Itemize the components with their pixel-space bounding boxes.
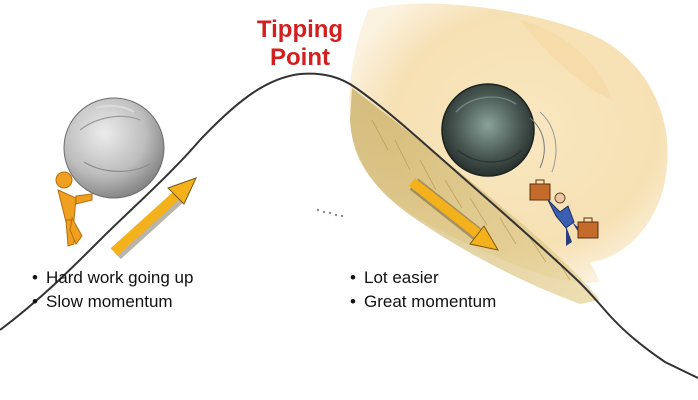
slope-hatching [371, 119, 571, 281]
uphill-bullet-list: Hard work going up Slow momentum [32, 266, 193, 314]
bullet-item: Hard work going up [32, 266, 193, 290]
hill-curve [0, 72, 698, 379]
briefcase-icon [529, 179, 551, 201]
downhill-arrow [408, 178, 500, 251]
boulder-icon [63, 97, 165, 199]
title-line-1: Tipping [256, 16, 344, 43]
dust-marks [316, 208, 344, 218]
briefcase-icon [577, 217, 599, 239]
diagram-title: Tipping Point [240, 16, 360, 72]
uphill-arrow [110, 177, 197, 260]
downhill-bullet-list: Lot easier Great momentum [350, 266, 496, 314]
bullet-item: Great momentum [350, 290, 496, 314]
bullet-item: Lot easier [350, 266, 496, 290]
bullet-item: Slow momentum [32, 290, 193, 314]
title-line-2: Point [270, 44, 330, 71]
rolling-boulder-icon [441, 83, 557, 177]
pushing-figure-icon [55, 171, 93, 247]
falling-businessman-icon [529, 179, 599, 246]
